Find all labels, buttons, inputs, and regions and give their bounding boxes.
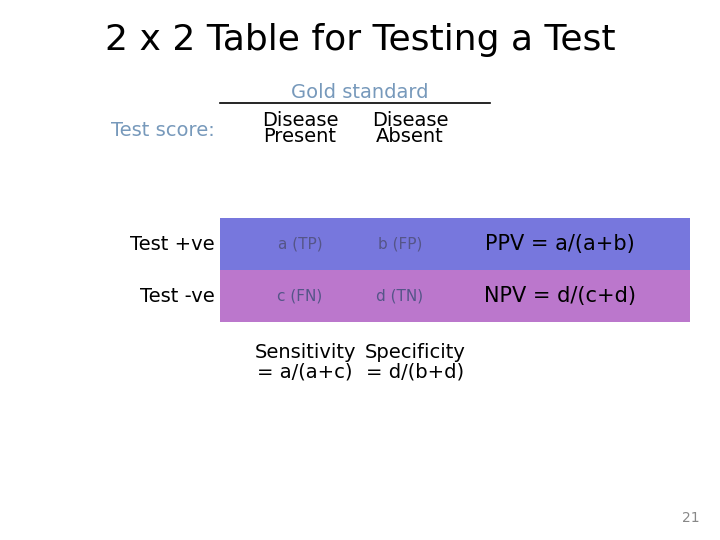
Text: Test -ve: Test -ve bbox=[140, 287, 215, 306]
Text: c (FN): c (FN) bbox=[277, 288, 323, 303]
Text: PPV = a/(a+b): PPV = a/(a+b) bbox=[485, 234, 635, 254]
Text: Disease: Disease bbox=[262, 111, 338, 130]
Text: a (TP): a (TP) bbox=[278, 237, 323, 252]
Text: Gold standard: Gold standard bbox=[292, 83, 428, 102]
Text: = a/(a+c): = a/(a+c) bbox=[257, 362, 353, 381]
Text: 2 x 2 Table for Testing a Test: 2 x 2 Table for Testing a Test bbox=[104, 23, 616, 57]
Text: Absent: Absent bbox=[376, 126, 444, 145]
Text: Specificity: Specificity bbox=[364, 342, 465, 361]
Bar bbox=[220, 270, 690, 322]
Text: Test score:: Test score: bbox=[112, 120, 215, 139]
Text: Disease: Disease bbox=[372, 111, 449, 130]
Text: d (TN): d (TN) bbox=[377, 288, 423, 303]
Text: Test +ve: Test +ve bbox=[130, 234, 215, 253]
Text: = d/(b+d): = d/(b+d) bbox=[366, 362, 464, 381]
Text: Present: Present bbox=[264, 126, 336, 145]
Text: 21: 21 bbox=[683, 511, 700, 525]
Text: b (FP): b (FP) bbox=[378, 237, 422, 252]
Text: Sensitivity: Sensitivity bbox=[254, 342, 356, 361]
Bar bbox=[220, 218, 690, 270]
Text: NPV = d/(c+d): NPV = d/(c+d) bbox=[484, 286, 636, 306]
